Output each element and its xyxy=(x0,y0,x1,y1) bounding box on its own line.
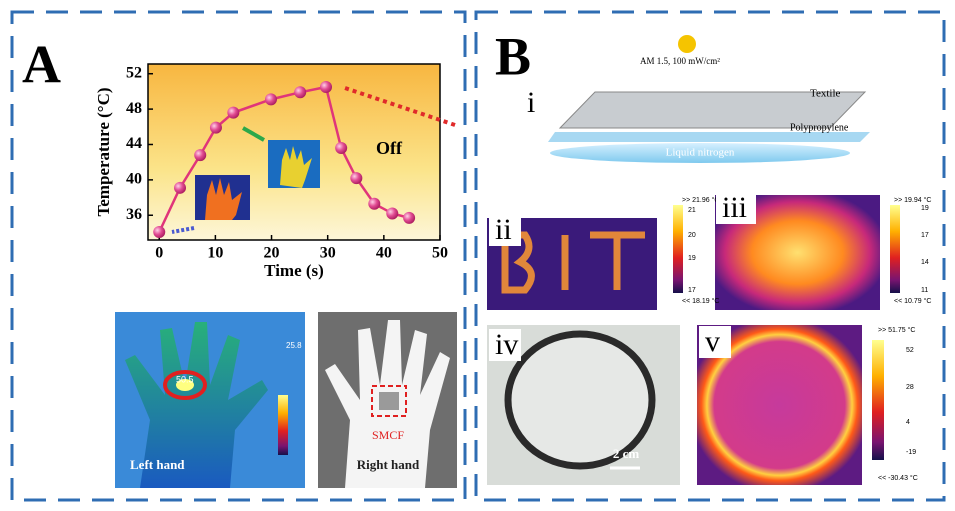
point xyxy=(386,207,399,220)
inset-hand xyxy=(280,146,312,188)
y-tick-label: 36 xyxy=(126,206,142,223)
scale-tick: 19 xyxy=(921,205,929,212)
scale-min: << 18.19 °C xyxy=(682,297,719,305)
panel-label: ii xyxy=(495,213,512,246)
scale-tick: 11 xyxy=(921,287,928,294)
scale-max: >> 19.94 °C xyxy=(894,196,931,204)
panel-label: A xyxy=(22,34,61,94)
panel-label: iii xyxy=(722,191,747,224)
scale-bar: 2 cm xyxy=(613,446,640,461)
scale-tick: 28 xyxy=(906,384,914,391)
scale-tick: -19 xyxy=(906,449,916,456)
scale-tick: 14 xyxy=(921,259,929,266)
layer-label: Liquid nitrogen xyxy=(666,147,735,159)
thermal-ii xyxy=(487,195,710,310)
line-chart: Off Time (s) Temperature (°C) 0 10 20 30 40 5… xyxy=(94,63,456,280)
schematic: i AM 1.5, 100 mW/cm² Textile Polypropyle… xyxy=(527,35,870,163)
y-tick-label: 48 xyxy=(126,100,142,117)
point xyxy=(174,181,187,194)
caption: Right hand xyxy=(357,457,420,472)
scale-tick: 4 xyxy=(906,419,910,426)
thermal-iii xyxy=(715,195,938,310)
scale-label: 25.8 xyxy=(286,341,302,350)
point xyxy=(194,149,207,162)
y-tick-label: 52 xyxy=(126,64,142,81)
scale-tick: 17 xyxy=(921,232,929,239)
scale-max: >> 51.75 °C xyxy=(878,326,915,334)
point xyxy=(153,226,166,239)
x-tick-label: 20 xyxy=(264,245,280,262)
scale-tick: 21 xyxy=(688,207,696,214)
right-hand-photo: SMCF Right hand xyxy=(318,312,457,488)
x-tick-label: 10 xyxy=(207,245,223,262)
reading: 50.5 xyxy=(176,374,194,384)
panel-label: i xyxy=(527,86,535,119)
x-tick-label: 50 xyxy=(432,245,448,262)
scale-tick: 17 xyxy=(688,287,696,294)
point xyxy=(264,93,277,106)
arrow xyxy=(242,126,265,142)
panel-label: v xyxy=(705,325,720,358)
point xyxy=(350,172,363,185)
x-tick-label: 0 xyxy=(155,245,163,262)
point xyxy=(368,197,381,210)
arrow xyxy=(171,226,195,234)
scale-min: << -30.43 °C xyxy=(878,474,918,482)
label-box xyxy=(489,329,521,361)
y-axis-label: Temperature (°C) xyxy=(94,87,113,216)
y-tick-label: 40 xyxy=(126,171,142,188)
panel-label: B xyxy=(495,26,531,86)
arrow xyxy=(344,86,456,127)
label-box xyxy=(716,192,756,224)
light-label: AM 1.5, 100 mW/cm² xyxy=(640,56,720,66)
point xyxy=(335,142,348,155)
thermal-v xyxy=(697,325,938,485)
inset-hand xyxy=(205,178,242,220)
scale-tick: 52 xyxy=(906,347,914,354)
scale-max: >> 21.96 °C xyxy=(682,196,719,204)
point xyxy=(209,121,222,134)
label-box xyxy=(489,214,521,246)
panel-label: iv xyxy=(495,328,518,361)
scale-min: << 10.79 °C xyxy=(894,297,931,305)
point xyxy=(403,211,416,224)
label-box xyxy=(699,326,731,358)
layer-label: Polypropylene xyxy=(790,122,849,133)
point xyxy=(227,106,240,119)
x-tick-label: 40 xyxy=(376,245,392,262)
point xyxy=(320,80,333,93)
panel-frames xyxy=(10,10,946,502)
annotation: Off xyxy=(376,138,403,158)
left-hand-photo: 50.5 25.8 Left hand xyxy=(115,312,305,488)
scale-tick: 19 xyxy=(688,255,696,262)
x-tick-label: 30 xyxy=(320,245,336,262)
scale-tick: 20 xyxy=(688,232,696,239)
y-tick-label: 44 xyxy=(126,135,142,152)
layer-label: Textile xyxy=(810,88,841,100)
marker: SMCF xyxy=(372,428,404,442)
point xyxy=(294,86,307,99)
x-axis-label: Time (s) xyxy=(264,261,324,280)
caption: Left hand xyxy=(130,457,185,472)
